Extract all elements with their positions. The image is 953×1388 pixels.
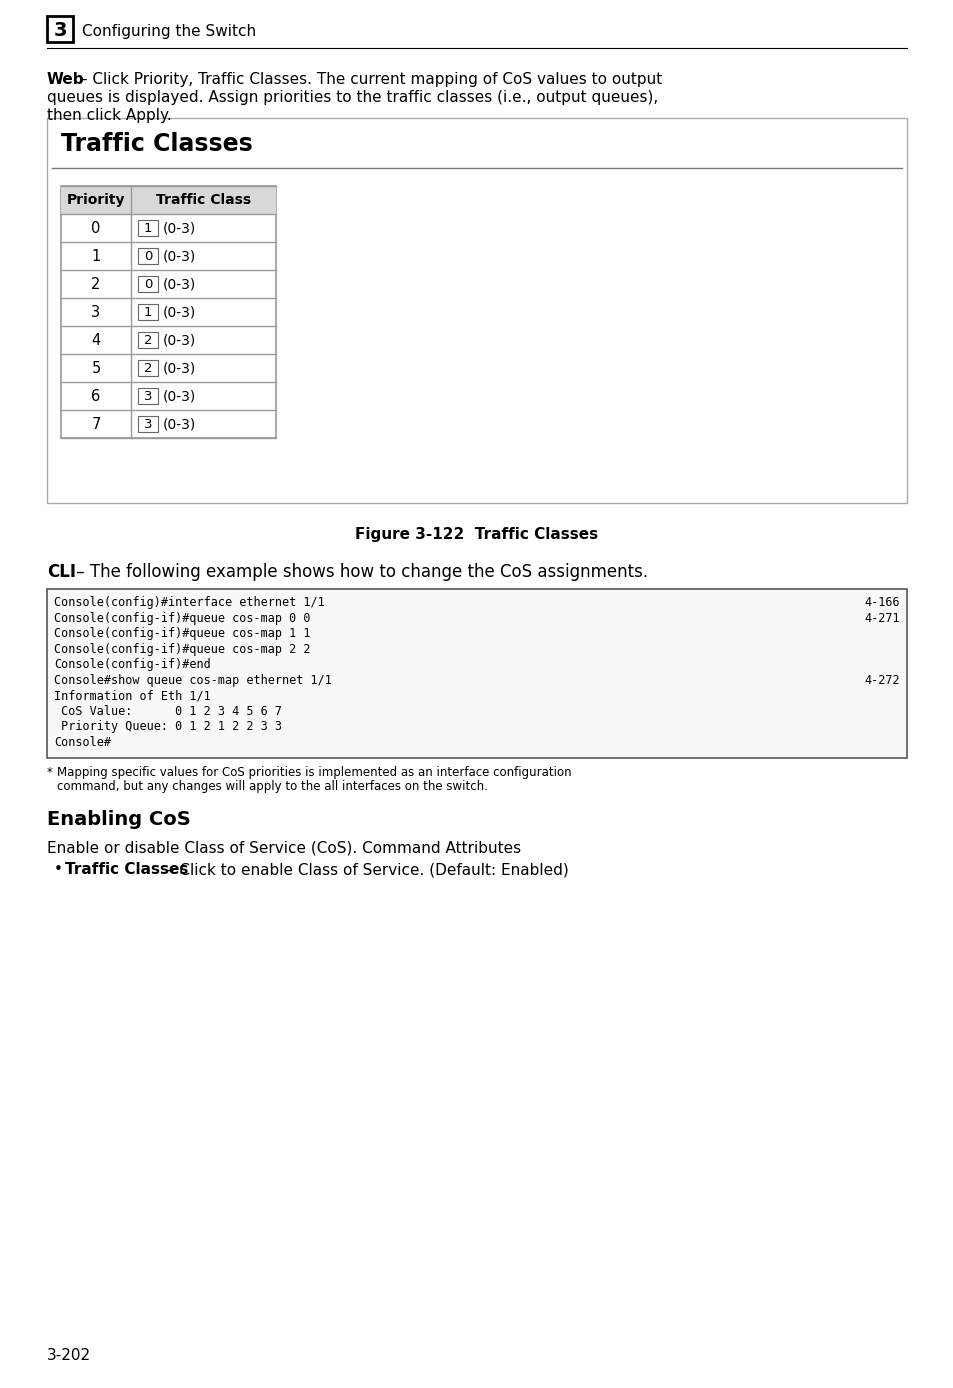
Text: 3: 3 bbox=[53, 21, 67, 39]
Text: (0-3): (0-3) bbox=[163, 248, 196, 262]
Bar bbox=[138, 359, 158, 376]
Text: then click Apply.: then click Apply. bbox=[47, 108, 172, 124]
Text: 1: 1 bbox=[91, 248, 100, 264]
Text: – Click Priority, Traffic Classes. The current mapping of CoS values to output: – Click Priority, Traffic Classes. The c… bbox=[75, 72, 661, 87]
Bar bbox=[138, 416, 158, 432]
Text: Mapping specific values for CoS priorities is implemented as an interface config: Mapping specific values for CoS prioriti… bbox=[57, 766, 571, 779]
Text: Figure 3-122  Traffic Classes: Figure 3-122 Traffic Classes bbox=[355, 527, 598, 541]
Text: Web: Web bbox=[47, 72, 85, 87]
Bar bbox=[138, 276, 158, 291]
Text: 0: 0 bbox=[144, 278, 152, 290]
Text: •: • bbox=[54, 862, 63, 877]
Text: Console(config-if)#queue cos-map 0 0: Console(config-if)#queue cos-map 0 0 bbox=[54, 612, 310, 625]
Text: 6: 6 bbox=[91, 389, 100, 404]
Text: Information of Eth 1/1: Information of Eth 1/1 bbox=[54, 688, 211, 702]
Text: Priority Queue: 0 1 2 1 2 2 3 3: Priority Queue: 0 1 2 1 2 2 3 3 bbox=[54, 720, 282, 733]
Text: CLI: CLI bbox=[47, 564, 76, 582]
Bar bbox=[61, 186, 275, 439]
Text: – The following example shows how to change the CoS assignments.: – The following example shows how to cha… bbox=[71, 564, 647, 582]
Text: 1: 1 bbox=[144, 222, 152, 235]
Text: CoS Value:      0 1 2 3 4 5 6 7: CoS Value: 0 1 2 3 4 5 6 7 bbox=[54, 705, 282, 718]
Text: 0: 0 bbox=[91, 221, 101, 236]
Text: *: * bbox=[47, 766, 52, 779]
Bar bbox=[138, 332, 158, 348]
Text: Enabling CoS: Enabling CoS bbox=[47, 811, 191, 829]
Text: 3: 3 bbox=[144, 418, 152, 430]
Text: command, but any changes will apply to the all interfaces on the switch.: command, but any changes will apply to t… bbox=[57, 780, 487, 793]
Text: 3-202: 3-202 bbox=[47, 1348, 91, 1363]
Text: 3: 3 bbox=[91, 304, 100, 319]
Text: – Click to enable Class of Service. (Default: Enabled): – Click to enable Class of Service. (Def… bbox=[162, 862, 568, 877]
Text: Console(config-if)#queue cos-map 2 2: Console(config-if)#queue cos-map 2 2 bbox=[54, 643, 310, 655]
Text: Enable or disable Class of Service (CoS). Command Attributes: Enable or disable Class of Service (CoS)… bbox=[47, 840, 520, 855]
Text: Console(config-if)#end: Console(config-if)#end bbox=[54, 658, 211, 670]
Text: 4-271: 4-271 bbox=[863, 612, 899, 625]
Bar bbox=[47, 118, 906, 502]
Text: queues is displayed. Assign priorities to the traffic classes (i.e., output queu: queues is displayed. Assign priorities t… bbox=[47, 90, 658, 105]
Text: Traffic Classes: Traffic Classes bbox=[61, 132, 253, 155]
Text: Console(config)#interface ethernet 1/1: Console(config)#interface ethernet 1/1 bbox=[54, 595, 324, 609]
Text: 7: 7 bbox=[91, 416, 101, 432]
Text: 4: 4 bbox=[91, 333, 100, 347]
Text: (0-3): (0-3) bbox=[163, 221, 196, 235]
Text: (0-3): (0-3) bbox=[163, 416, 196, 432]
Bar bbox=[138, 248, 158, 264]
Text: (0-3): (0-3) bbox=[163, 305, 196, 319]
Text: Console#: Console# bbox=[54, 736, 111, 748]
Text: 2: 2 bbox=[144, 361, 152, 375]
Text: Traffic Classes: Traffic Classes bbox=[65, 862, 188, 877]
Text: (0-3): (0-3) bbox=[163, 361, 196, 375]
Text: 0: 0 bbox=[144, 250, 152, 262]
Text: 2: 2 bbox=[144, 333, 152, 347]
Text: 4-166: 4-166 bbox=[863, 595, 899, 609]
Text: (0-3): (0-3) bbox=[163, 278, 196, 291]
Text: Traffic Class: Traffic Class bbox=[155, 193, 251, 207]
Text: 2: 2 bbox=[91, 276, 101, 291]
Text: (0-3): (0-3) bbox=[163, 389, 196, 403]
Bar bbox=[138, 389, 158, 404]
Text: 3: 3 bbox=[144, 390, 152, 403]
Bar bbox=[138, 304, 158, 321]
Text: Priority: Priority bbox=[67, 193, 125, 207]
Text: Console#show queue cos-map ethernet 1/1: Console#show queue cos-map ethernet 1/1 bbox=[54, 673, 332, 687]
Text: 4-272: 4-272 bbox=[863, 673, 899, 687]
Text: 5: 5 bbox=[91, 361, 100, 376]
Bar bbox=[47, 17, 73, 42]
Text: 1: 1 bbox=[144, 305, 152, 318]
Text: (0-3): (0-3) bbox=[163, 333, 196, 347]
Bar bbox=[47, 589, 906, 758]
Text: Console(config-if)#queue cos-map 1 1: Console(config-if)#queue cos-map 1 1 bbox=[54, 627, 310, 640]
Bar bbox=[61, 186, 275, 214]
Bar bbox=[138, 221, 158, 236]
Text: Configuring the Switch: Configuring the Switch bbox=[82, 24, 255, 39]
